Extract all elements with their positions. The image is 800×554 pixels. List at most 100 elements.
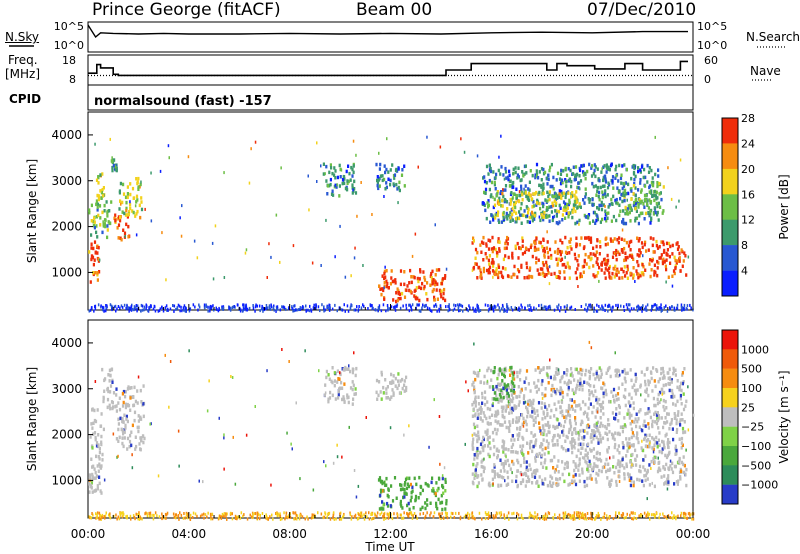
heatmap-cell	[399, 379, 402, 383]
heatmap-cell	[503, 369, 506, 374]
heatmap-cell	[637, 304, 639, 308]
heatmap-cell	[558, 422, 561, 426]
heatmap-cell	[136, 389, 139, 393]
heatmap-cell	[490, 213, 493, 217]
heatmap-cell	[384, 378, 387, 382]
heatmap-cell	[94, 437, 97, 442]
heatmap-cell	[495, 172, 498, 177]
heatmap-cell	[670, 378, 673, 382]
heatmap-cell	[491, 249, 494, 254]
heatmap-cell	[379, 390, 382, 394]
heatmap-cell	[529, 440, 532, 444]
heatmap-cell	[553, 470, 557, 474]
heatmap-cell	[533, 475, 537, 479]
heatmap-cell	[561, 213, 564, 217]
heatmap-cell	[531, 415, 534, 419]
heatmap-cell	[571, 388, 574, 392]
heatmap-cell	[541, 261, 545, 265]
heatmap-cell	[526, 214, 529, 218]
heatmap-cell	[589, 303, 592, 307]
heatmap-cell	[117, 427, 120, 432]
heatmap-cell	[403, 164, 406, 168]
heatmap-cell	[186, 516, 189, 520]
heatmap-cell	[482, 235, 485, 240]
heatmap-cell	[582, 198, 585, 202]
heatmap-cell	[634, 201, 637, 206]
heatmap-cell	[408, 512, 411, 516]
heatmap-cell	[109, 516, 112, 520]
heatmap-cell	[575, 384, 579, 389]
heatmap-cell	[623, 466, 626, 470]
freq-panel-frame	[87, 54, 694, 86]
heatmap-cell	[569, 398, 572, 402]
heatmap-cell	[534, 471, 537, 475]
heatmap-cell	[662, 425, 665, 430]
heatmap-cell	[516, 484, 519, 489]
heatmap-cell	[248, 181, 251, 185]
heatmap-cell	[584, 517, 586, 521]
heatmap-cell	[569, 424, 573, 429]
heatmap-cell	[313, 513, 315, 517]
heatmap-cell	[99, 216, 102, 220]
heatmap-cell	[598, 265, 601, 270]
heatmap-cell	[280, 166, 282, 170]
heatmap-cell	[122, 400, 125, 405]
heatmap-cell	[654, 455, 657, 460]
heatmap-cell	[156, 514, 158, 518]
heatmap-cell	[542, 182, 545, 186]
heatmap-cell	[528, 188, 531, 192]
heatmap-cell	[103, 203, 106, 208]
heatmap-cell	[660, 416, 663, 420]
heatmap-cell	[115, 387, 118, 391]
heatmap-cell	[558, 303, 560, 307]
heatmap-cell	[96, 464, 99, 468]
heatmap-cell	[633, 166, 636, 171]
heatmap-cell	[479, 268, 482, 272]
heatmap-cell	[174, 513, 177, 517]
heatmap-cell	[516, 374, 519, 379]
heatmap-cell	[604, 267, 607, 271]
heatmap-cell	[232, 305, 235, 309]
heatmap-cell	[137, 176, 140, 181]
heatmap-cell	[528, 308, 530, 312]
heatmap-cell	[344, 309, 346, 313]
heatmap-cell	[570, 404, 573, 409]
heatmap-cell	[601, 193, 604, 197]
heatmap-cell	[596, 309, 599, 313]
heatmap-cell	[420, 286, 423, 291]
heatmap-cell	[546, 199, 549, 203]
heatmap-cell	[528, 268, 531, 272]
heatmap-cell	[555, 275, 558, 279]
heatmap-cell	[554, 209, 557, 213]
heatmap-cell	[546, 412, 549, 416]
heatmap-cell	[614, 373, 617, 378]
heatmap-cell	[667, 480, 670, 484]
heatmap-cell	[652, 366, 655, 370]
heatmap-cell	[618, 475, 621, 479]
heatmap-cell	[648, 380, 651, 384]
heatmap-cell	[545, 208, 548, 213]
heatmap-cell	[123, 436, 126, 440]
heatmap-cell	[544, 458, 547, 462]
heatmap-cell	[543, 517, 546, 521]
heatmap-cell	[596, 426, 599, 430]
heatmap-cell	[434, 273, 437, 277]
heatmap-cell	[106, 224, 109, 228]
heatmap-cell	[544, 387, 547, 391]
heatmap-cell	[655, 413, 659, 417]
heatmap-cell	[376, 397, 379, 401]
heatmap-cell	[567, 379, 571, 383]
heatmap-cell	[662, 440, 665, 444]
heatmap-cell	[583, 484, 586, 489]
heatmap-cell	[517, 403, 520, 407]
heatmap-cell	[585, 483, 589, 488]
heatmap-cell	[517, 256, 520, 260]
heatmap-cell	[535, 307, 537, 311]
heatmap-cell	[576, 206, 579, 210]
heatmap-cell	[681, 443, 684, 447]
heatmap-cell	[628, 416, 631, 420]
heatmap-cell	[558, 177, 562, 181]
heatmap-cell	[636, 272, 639, 276]
heatmap-cell	[514, 205, 517, 210]
heatmap-cell	[121, 392, 124, 396]
